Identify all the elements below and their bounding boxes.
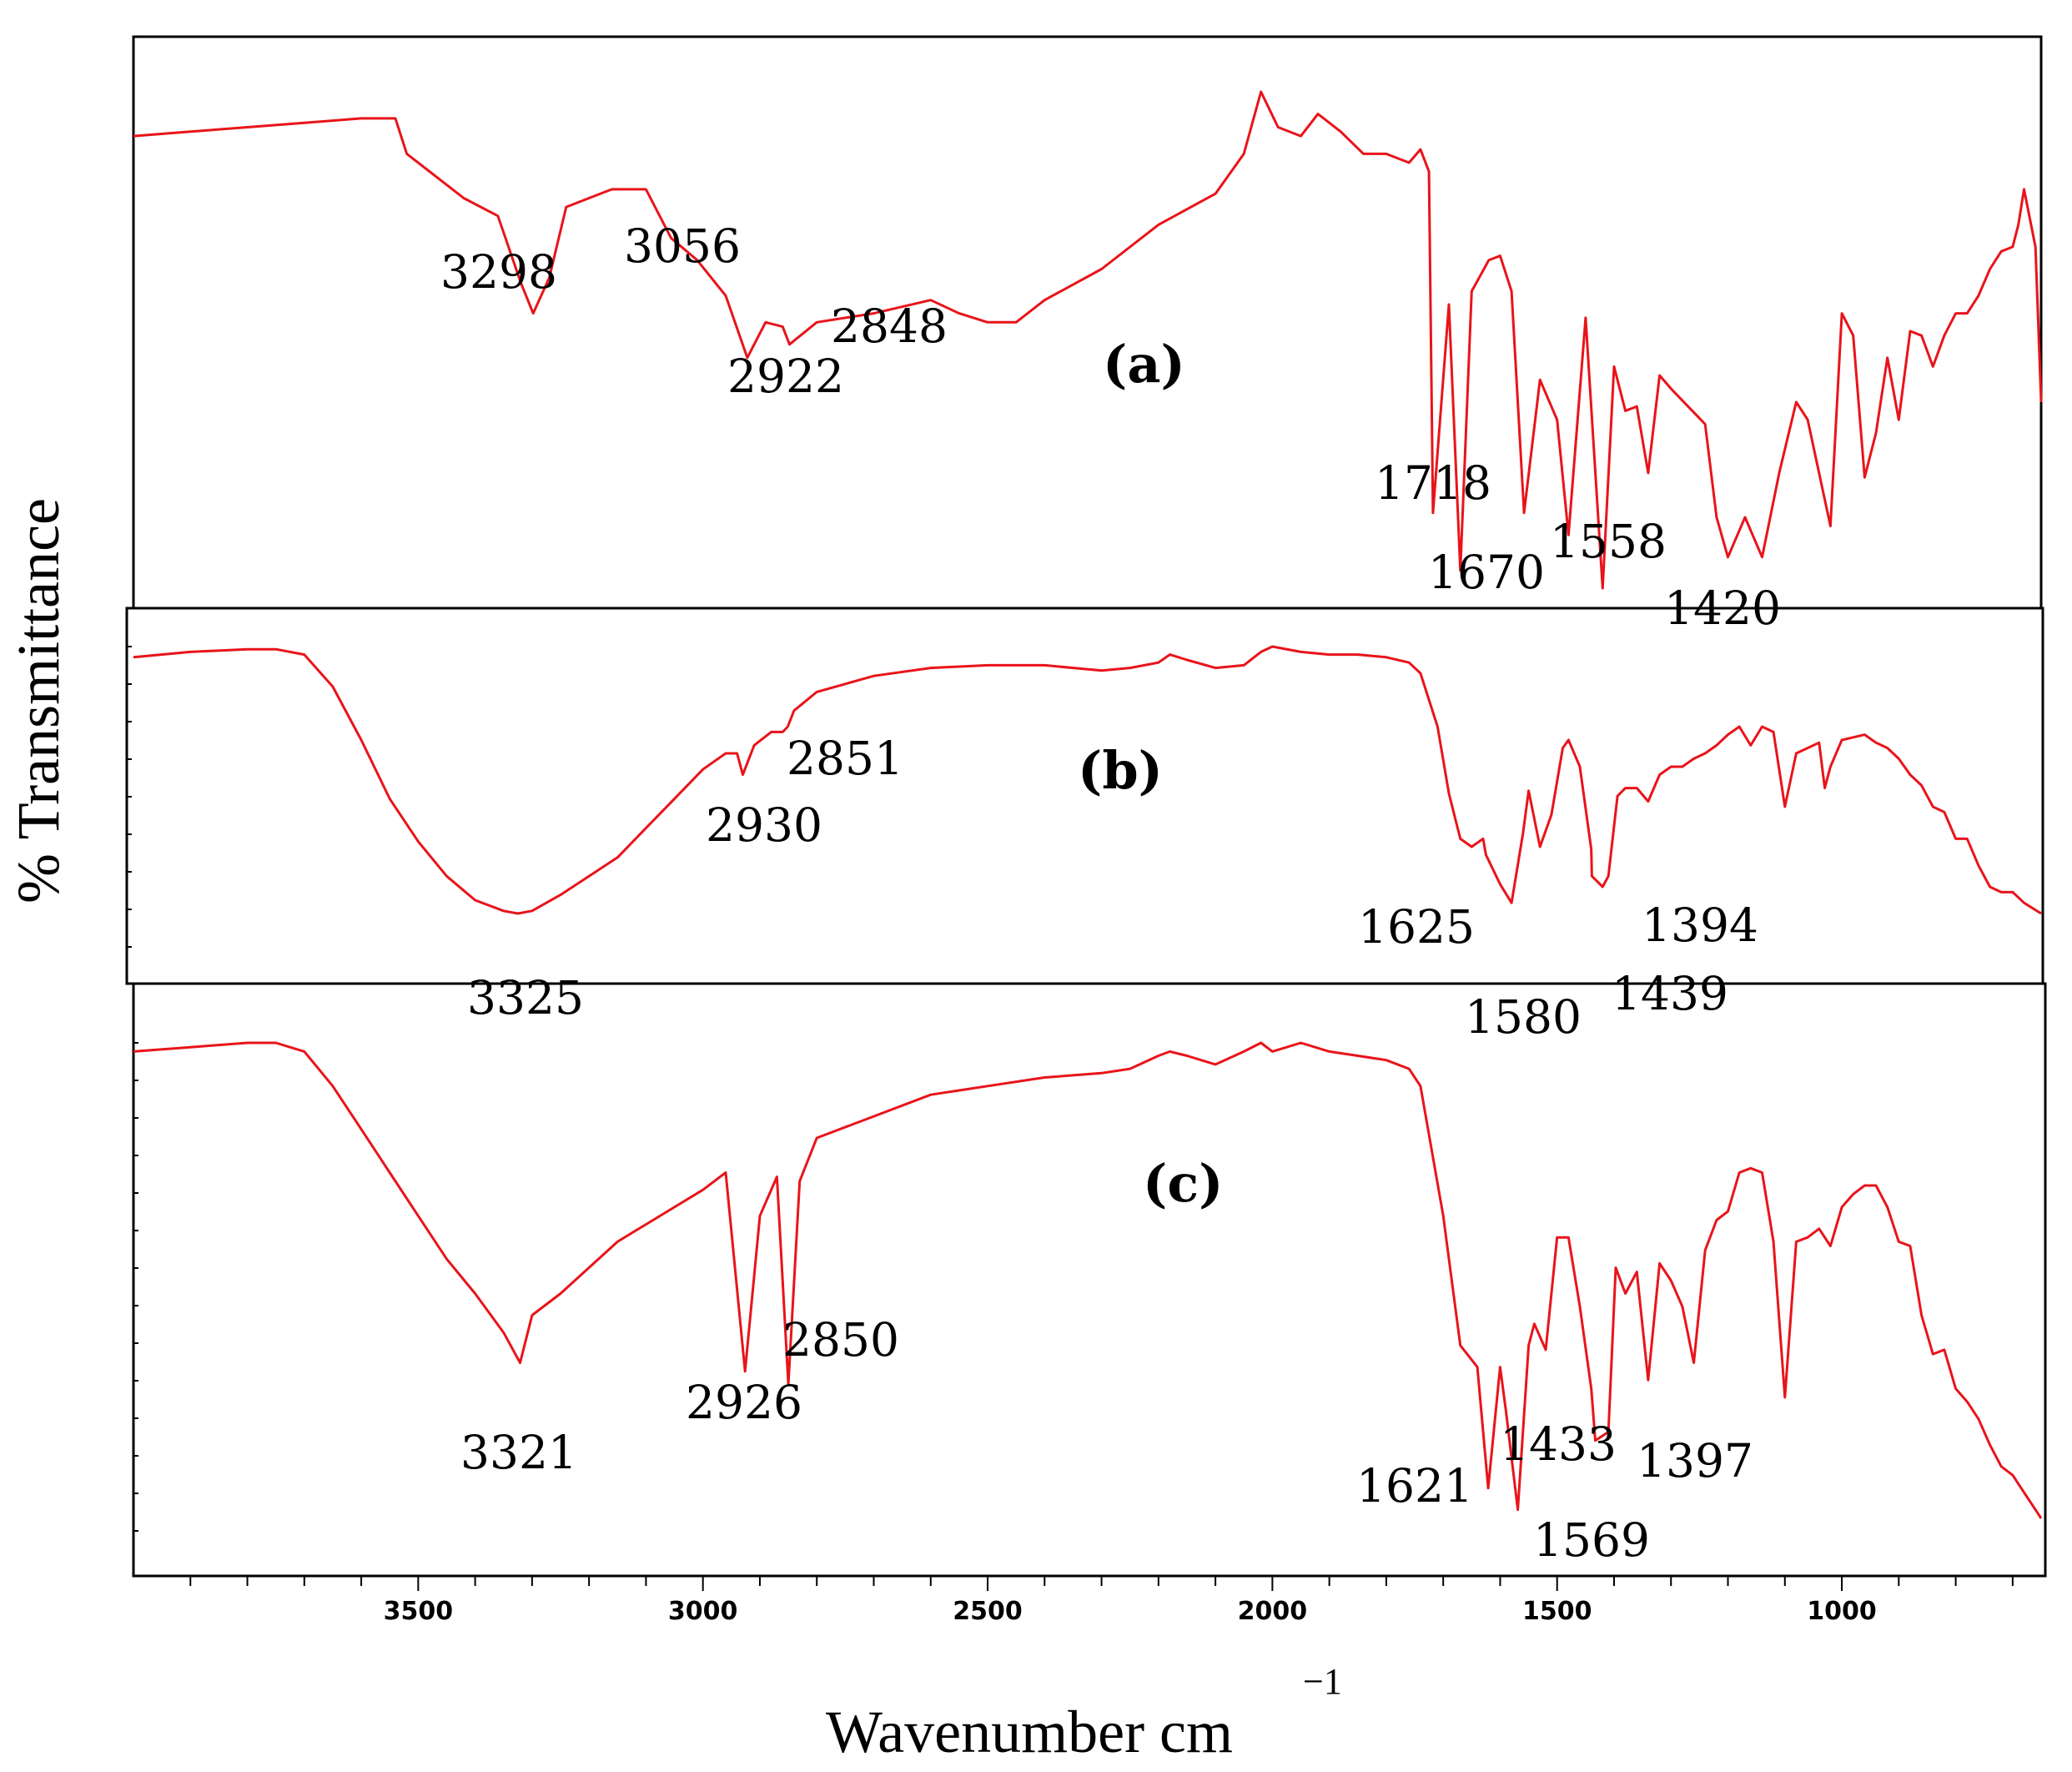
peak-label: 1439	[1612, 967, 1728, 1020]
peak-label: 3325	[467, 971, 584, 1024]
peak-label: 1580	[1465, 990, 1582, 1044]
panel-label-b: (b)	[1078, 740, 1163, 801]
panel-label-a: (a)	[1103, 334, 1185, 395]
x-tick-label: 3500	[384, 1597, 454, 1626]
x-axis: 3500 3000 2500 2000 1500 1000	[127, 646, 2014, 1626]
peak-label: 1397	[1637, 1434, 1753, 1488]
x-tick-label: 1500	[1522, 1597, 1592, 1626]
spectrum-line-a	[133, 90, 2043, 590]
spectrum-line-c	[133, 1041, 2043, 1519]
x-tick-label: 3000	[668, 1597, 738, 1626]
spectra	[133, 90, 2043, 1519]
peak-label: 1420	[1664, 581, 1781, 635]
peak-label: 2848	[831, 300, 948, 353]
peak-label: 2851	[787, 732, 903, 785]
x-axis-title-superscript: −1	[1303, 1661, 1342, 1702]
peak-label: 1558	[1550, 515, 1667, 568]
peak-label: 2850	[782, 1313, 899, 1367]
peak-label: 2922	[727, 350, 844, 403]
y-axis-title: % Transmittance	[5, 498, 72, 904]
x-axis-title: Wavenumber cm	[826, 1699, 1233, 1765]
peak-label: 1433	[1500, 1417, 1617, 1471]
x-tick-label: 1000	[1807, 1597, 1877, 1626]
panel-a-frame	[132, 35, 2043, 610]
peak-label: 3321	[460, 1426, 577, 1479]
peak-label: 1569	[1533, 1513, 1650, 1567]
panel-frames	[125, 35, 2047, 1578]
peak-label: 1394	[1642, 899, 1758, 952]
x-tick-label: 2000	[1238, 1597, 1308, 1626]
peak-label: 3056	[624, 219, 741, 273]
peak-label: 1621	[1356, 1459, 1473, 1513]
spectrum-line-b	[133, 645, 2042, 915]
peak-label: 3298	[440, 245, 557, 299]
peak-label: 2926	[686, 1376, 802, 1429]
peak-label: 1670	[1428, 546, 1545, 599]
panel-label-c: (c)	[1143, 1153, 1223, 1214]
peak-label: 1625	[1358, 900, 1475, 954]
x-tick-label: 2500	[953, 1597, 1023, 1626]
peak-label: 2930	[706, 798, 822, 852]
peak-label: 1718	[1375, 456, 1491, 510]
panel-c-frame	[132, 982, 2047, 1578]
